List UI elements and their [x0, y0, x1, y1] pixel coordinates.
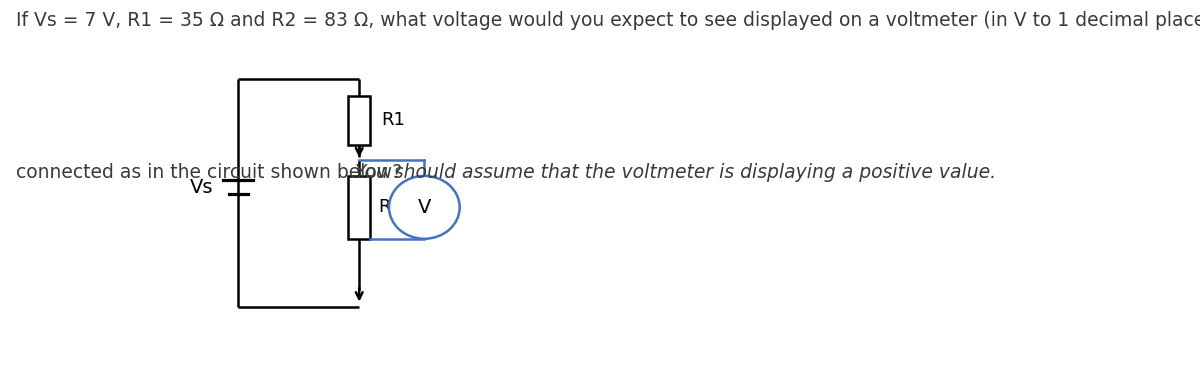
- Text: V: V: [418, 198, 431, 217]
- Text: connected as in the circuit shown below?: connected as in the circuit shown below?: [16, 163, 408, 182]
- Text: If Vs = 7 V, R1 = 35 Ω and R2 = 83 Ω, what voltage would you expect to see displ: If Vs = 7 V, R1 = 35 Ω and R2 = 83 Ω, wh…: [16, 11, 1200, 30]
- Text: Vs: Vs: [190, 178, 214, 197]
- Ellipse shape: [389, 176, 460, 239]
- Text: You should assume that the voltmeter is displaying a positive value.: You should assume that the voltmeter is …: [355, 163, 996, 182]
- Text: R2: R2: [378, 198, 402, 216]
- Text: R1: R1: [382, 111, 406, 129]
- Bar: [348, 96, 371, 144]
- Bar: [348, 176, 371, 239]
